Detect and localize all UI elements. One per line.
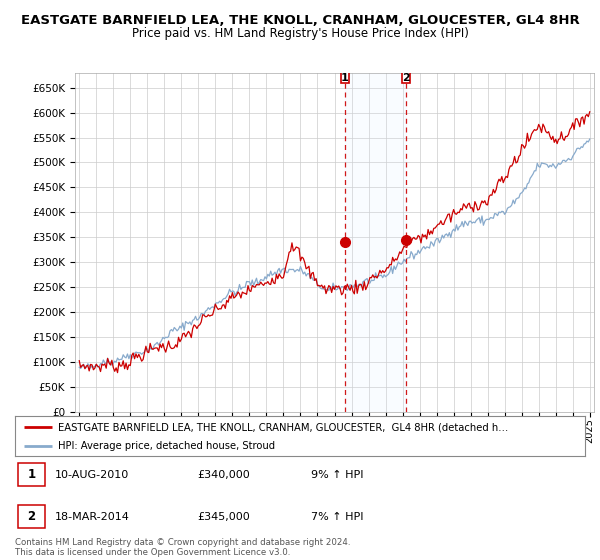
Text: 7% ↑ HPI: 7% ↑ HPI bbox=[311, 512, 364, 521]
Text: 1: 1 bbox=[28, 468, 35, 481]
FancyBboxPatch shape bbox=[341, 72, 349, 83]
Text: 2: 2 bbox=[403, 73, 410, 83]
Bar bbox=[345, 73, 406, 412]
Text: EASTGATE BARNFIELD LEA, THE KNOLL, CRANHAM, GLOUCESTER,  GL4 8HR (detached h…: EASTGATE BARNFIELD LEA, THE KNOLL, CRANH… bbox=[58, 422, 508, 432]
FancyBboxPatch shape bbox=[18, 464, 45, 486]
Text: 18-MAR-2014: 18-MAR-2014 bbox=[55, 512, 130, 521]
Text: £345,000: £345,000 bbox=[197, 512, 250, 521]
Text: Contains HM Land Registry data © Crown copyright and database right 2024.
This d: Contains HM Land Registry data © Crown c… bbox=[15, 538, 350, 557]
Text: 10-AUG-2010: 10-AUG-2010 bbox=[55, 470, 129, 479]
Text: 1: 1 bbox=[341, 73, 349, 83]
FancyBboxPatch shape bbox=[403, 72, 410, 83]
Text: 2: 2 bbox=[28, 510, 35, 523]
FancyBboxPatch shape bbox=[18, 505, 45, 528]
Text: EASTGATE BARNFIELD LEA, THE KNOLL, CRANHAM, GLOUCESTER, GL4 8HR: EASTGATE BARNFIELD LEA, THE KNOLL, CRANH… bbox=[20, 14, 580, 27]
Text: 9% ↑ HPI: 9% ↑ HPI bbox=[311, 470, 364, 479]
Text: £340,000: £340,000 bbox=[197, 470, 250, 479]
Text: Price paid vs. HM Land Registry's House Price Index (HPI): Price paid vs. HM Land Registry's House … bbox=[131, 27, 469, 40]
Text: HPI: Average price, detached house, Stroud: HPI: Average price, detached house, Stro… bbox=[58, 441, 275, 451]
